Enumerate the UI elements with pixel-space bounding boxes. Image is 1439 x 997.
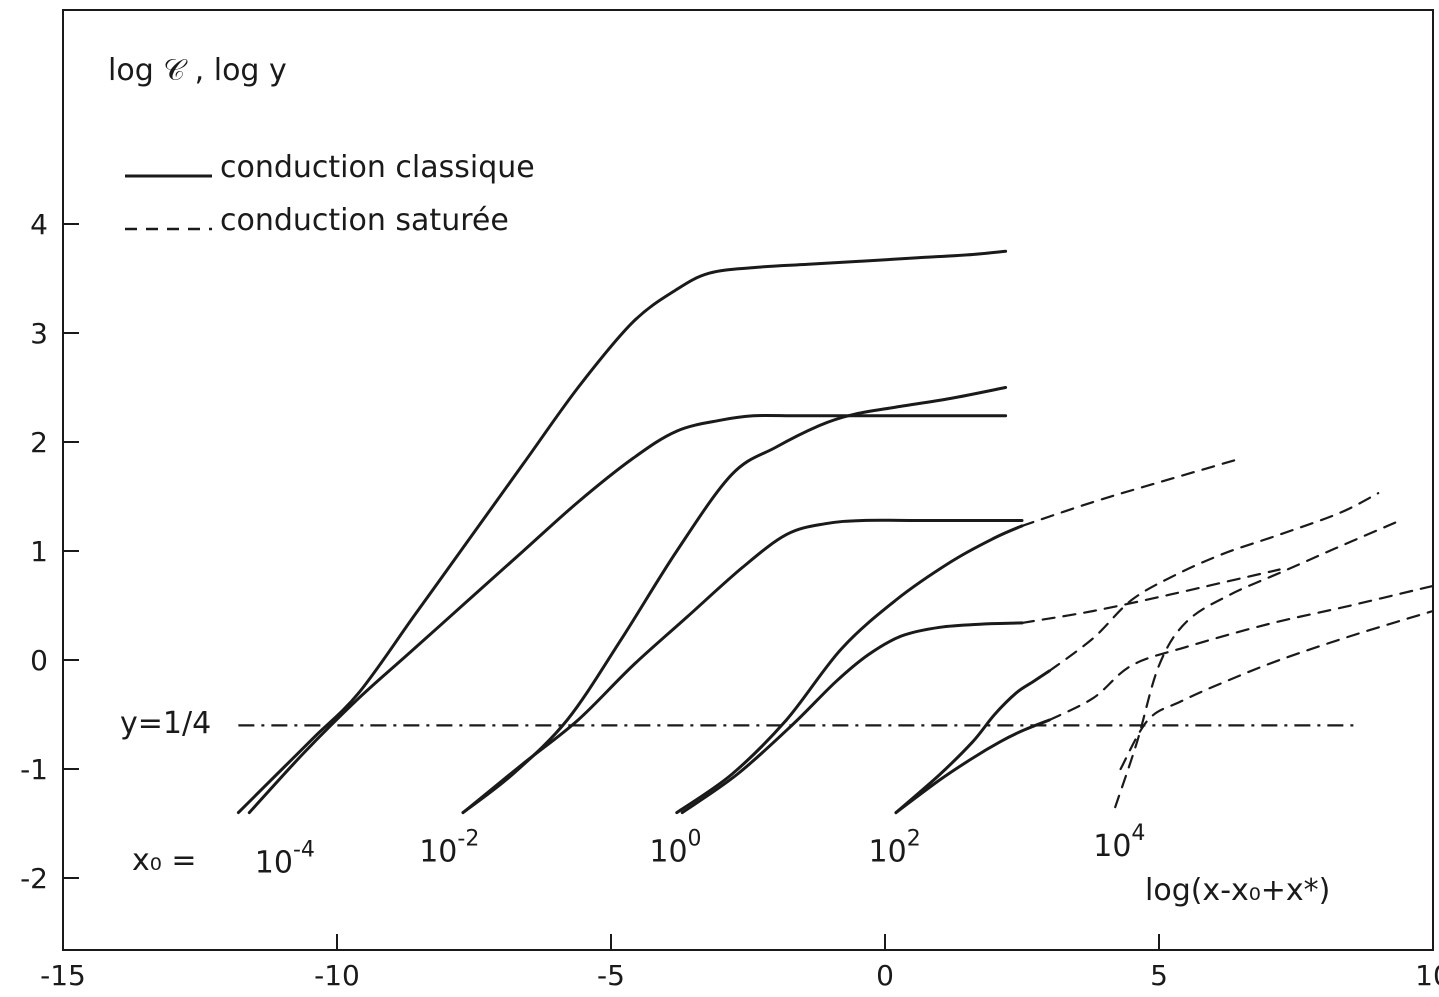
- classic-conduction-curve-7: [894, 669, 1051, 815]
- y-tick-label: -2: [20, 862, 48, 895]
- x-axis-title: log(x-x₀+x*): [1145, 873, 1330, 908]
- y-tick-label: 3: [30, 317, 48, 350]
- x0-value-label: 104: [1093, 821, 1145, 864]
- x-tick-label: -15: [40, 959, 86, 992]
- x0-value-label: 10-2: [419, 827, 479, 870]
- classic-conduction-curve-1: [236, 249, 1008, 815]
- x0-prefix-label: x₀ =: [132, 843, 196, 878]
- classic-conduction-curve-6: [680, 621, 1024, 815]
- plot-frame: [62, 9, 1434, 951]
- annotation-layer: log 𝒞 , log y log(x-x₀+x*) conduction cl…: [108, 53, 1330, 908]
- y-tick-label: 4: [30, 208, 48, 241]
- y-tick-label: 2: [30, 426, 48, 459]
- legend-solid-label: conduction classique: [220, 150, 535, 185]
- y-tick-label: -1: [20, 753, 48, 786]
- x-tick-label: 5: [1150, 959, 1168, 992]
- classic-conduction-curve-4: [461, 518, 1024, 815]
- y-axis-title: log 𝒞 , log y: [108, 53, 287, 88]
- x-tick-label: 10: [1415, 959, 1439, 992]
- x0-value-label: 100: [649, 827, 701, 870]
- classic-conduction-curve-2: [247, 413, 1008, 815]
- x0-value-label: 102: [869, 827, 921, 870]
- y-tick-label: 1: [30, 535, 48, 568]
- saturated-conduction-curve-10: [1020, 568, 1281, 624]
- saturated-conduction-curve-12: [1048, 584, 1435, 722]
- legend-dashed-label: conduction saturée: [220, 203, 509, 238]
- x-tick-label: 0: [876, 959, 894, 992]
- saturated-conduction-curve-11: [1048, 492, 1380, 672]
- saturated-conduction-curve-9: [1020, 457, 1243, 527]
- series-layer: [236, 249, 1435, 815]
- classic-conduction-curve-3: [461, 386, 1008, 815]
- reference-line-label: y=1/4: [120, 706, 211, 741]
- x-tick-label: -10: [314, 959, 360, 992]
- classic-conduction-curve-8: [894, 718, 1051, 815]
- x0-value-label: 10-4: [255, 838, 315, 881]
- classic-conduction-curve-5: [675, 524, 1024, 815]
- y-tick-label: 0: [30, 644, 48, 677]
- x-tick-label: -5: [597, 959, 625, 992]
- saturated-conduction-curve-14: [1119, 609, 1435, 771]
- saturated-conduction-curve-13: [1114, 519, 1402, 809]
